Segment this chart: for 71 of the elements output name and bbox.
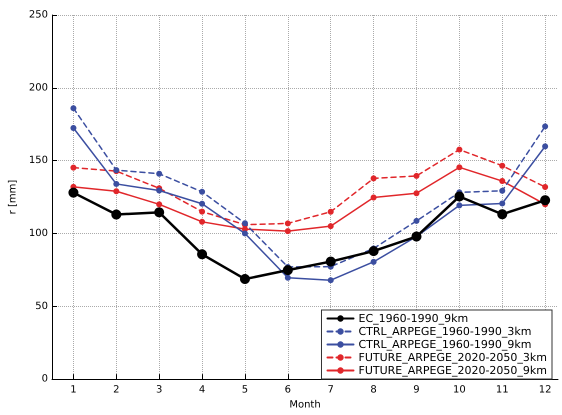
point bbox=[199, 218, 206, 225]
point bbox=[68, 188, 78, 198]
x-tick-label: 8 bbox=[370, 384, 377, 396]
x-tick-label: 4 bbox=[198, 384, 206, 396]
point bbox=[70, 105, 76, 112]
point bbox=[413, 172, 420, 179]
point bbox=[284, 220, 291, 226]
point bbox=[199, 188, 206, 195]
point bbox=[154, 207, 164, 218]
point bbox=[456, 146, 462, 153]
legend-label: FUTURE_ARPEGE_2020-2050_3km bbox=[358, 351, 548, 364]
point bbox=[456, 164, 462, 170]
x-tick-label: 1 bbox=[70, 384, 77, 396]
point bbox=[542, 143, 548, 150]
x-tick-label: 6 bbox=[284, 384, 292, 396]
x-axis-title: Month bbox=[289, 400, 321, 410]
y-tick-label: 250 bbox=[28, 10, 48, 20]
point bbox=[413, 190, 420, 196]
point bbox=[540, 195, 550, 206]
point bbox=[156, 201, 162, 208]
point bbox=[156, 188, 162, 194]
point bbox=[497, 209, 508, 220]
y-tick-label: 200 bbox=[28, 82, 48, 94]
x-tick-label: 9 bbox=[413, 384, 420, 396]
point bbox=[328, 277, 334, 284]
point bbox=[328, 223, 334, 230]
y-tick-label: 0 bbox=[42, 374, 48, 385]
point bbox=[284, 274, 291, 281]
point bbox=[499, 178, 506, 184]
point bbox=[199, 200, 206, 207]
legend-label: FUTURE_ARPEGE_2020-2050_9km bbox=[358, 364, 548, 377]
point bbox=[240, 274, 250, 284]
legend-label: EC_1960-1990_9km bbox=[358, 312, 468, 325]
point bbox=[326, 256, 336, 267]
y-tick-label: 150 bbox=[28, 155, 48, 166]
x-tick-label: 3 bbox=[156, 384, 162, 396]
x-tick-label: 12 bbox=[538, 384, 552, 396]
point bbox=[156, 170, 162, 177]
legend-label: CTRL_ARPEGE_1960-1990_9km bbox=[358, 338, 532, 351]
x-tick-label: 7 bbox=[328, 384, 334, 396]
point bbox=[113, 180, 120, 187]
point bbox=[456, 202, 462, 208]
x-tick-label: 10 bbox=[453, 384, 466, 396]
point bbox=[70, 125, 76, 132]
point bbox=[413, 218, 420, 224]
x-tick-label: 2 bbox=[113, 384, 120, 396]
point bbox=[499, 162, 506, 169]
point bbox=[454, 191, 464, 202]
point bbox=[328, 208, 334, 215]
point bbox=[111, 210, 122, 220]
point bbox=[370, 194, 377, 200]
point bbox=[113, 188, 120, 194]
legend-label: CTRL_ARPEGE_1960-1990_3km bbox=[358, 325, 532, 338]
y-axis-title: r [mm] bbox=[8, 180, 18, 214]
point bbox=[370, 258, 377, 265]
point bbox=[368, 246, 379, 256]
point bbox=[542, 184, 548, 190]
y-tick-label: 50 bbox=[35, 300, 48, 312]
x-tick-label: 11 bbox=[496, 384, 509, 396]
point bbox=[282, 265, 293, 276]
point bbox=[197, 249, 208, 260]
point bbox=[70, 164, 76, 171]
y-tick-label: 100 bbox=[28, 228, 48, 239]
point bbox=[284, 228, 291, 234]
point bbox=[542, 123, 548, 130]
point bbox=[499, 200, 506, 206]
x-tick-label: 5 bbox=[242, 384, 248, 396]
point bbox=[242, 230, 248, 236]
point bbox=[499, 188, 506, 194]
point bbox=[370, 175, 377, 182]
point bbox=[199, 208, 206, 215]
